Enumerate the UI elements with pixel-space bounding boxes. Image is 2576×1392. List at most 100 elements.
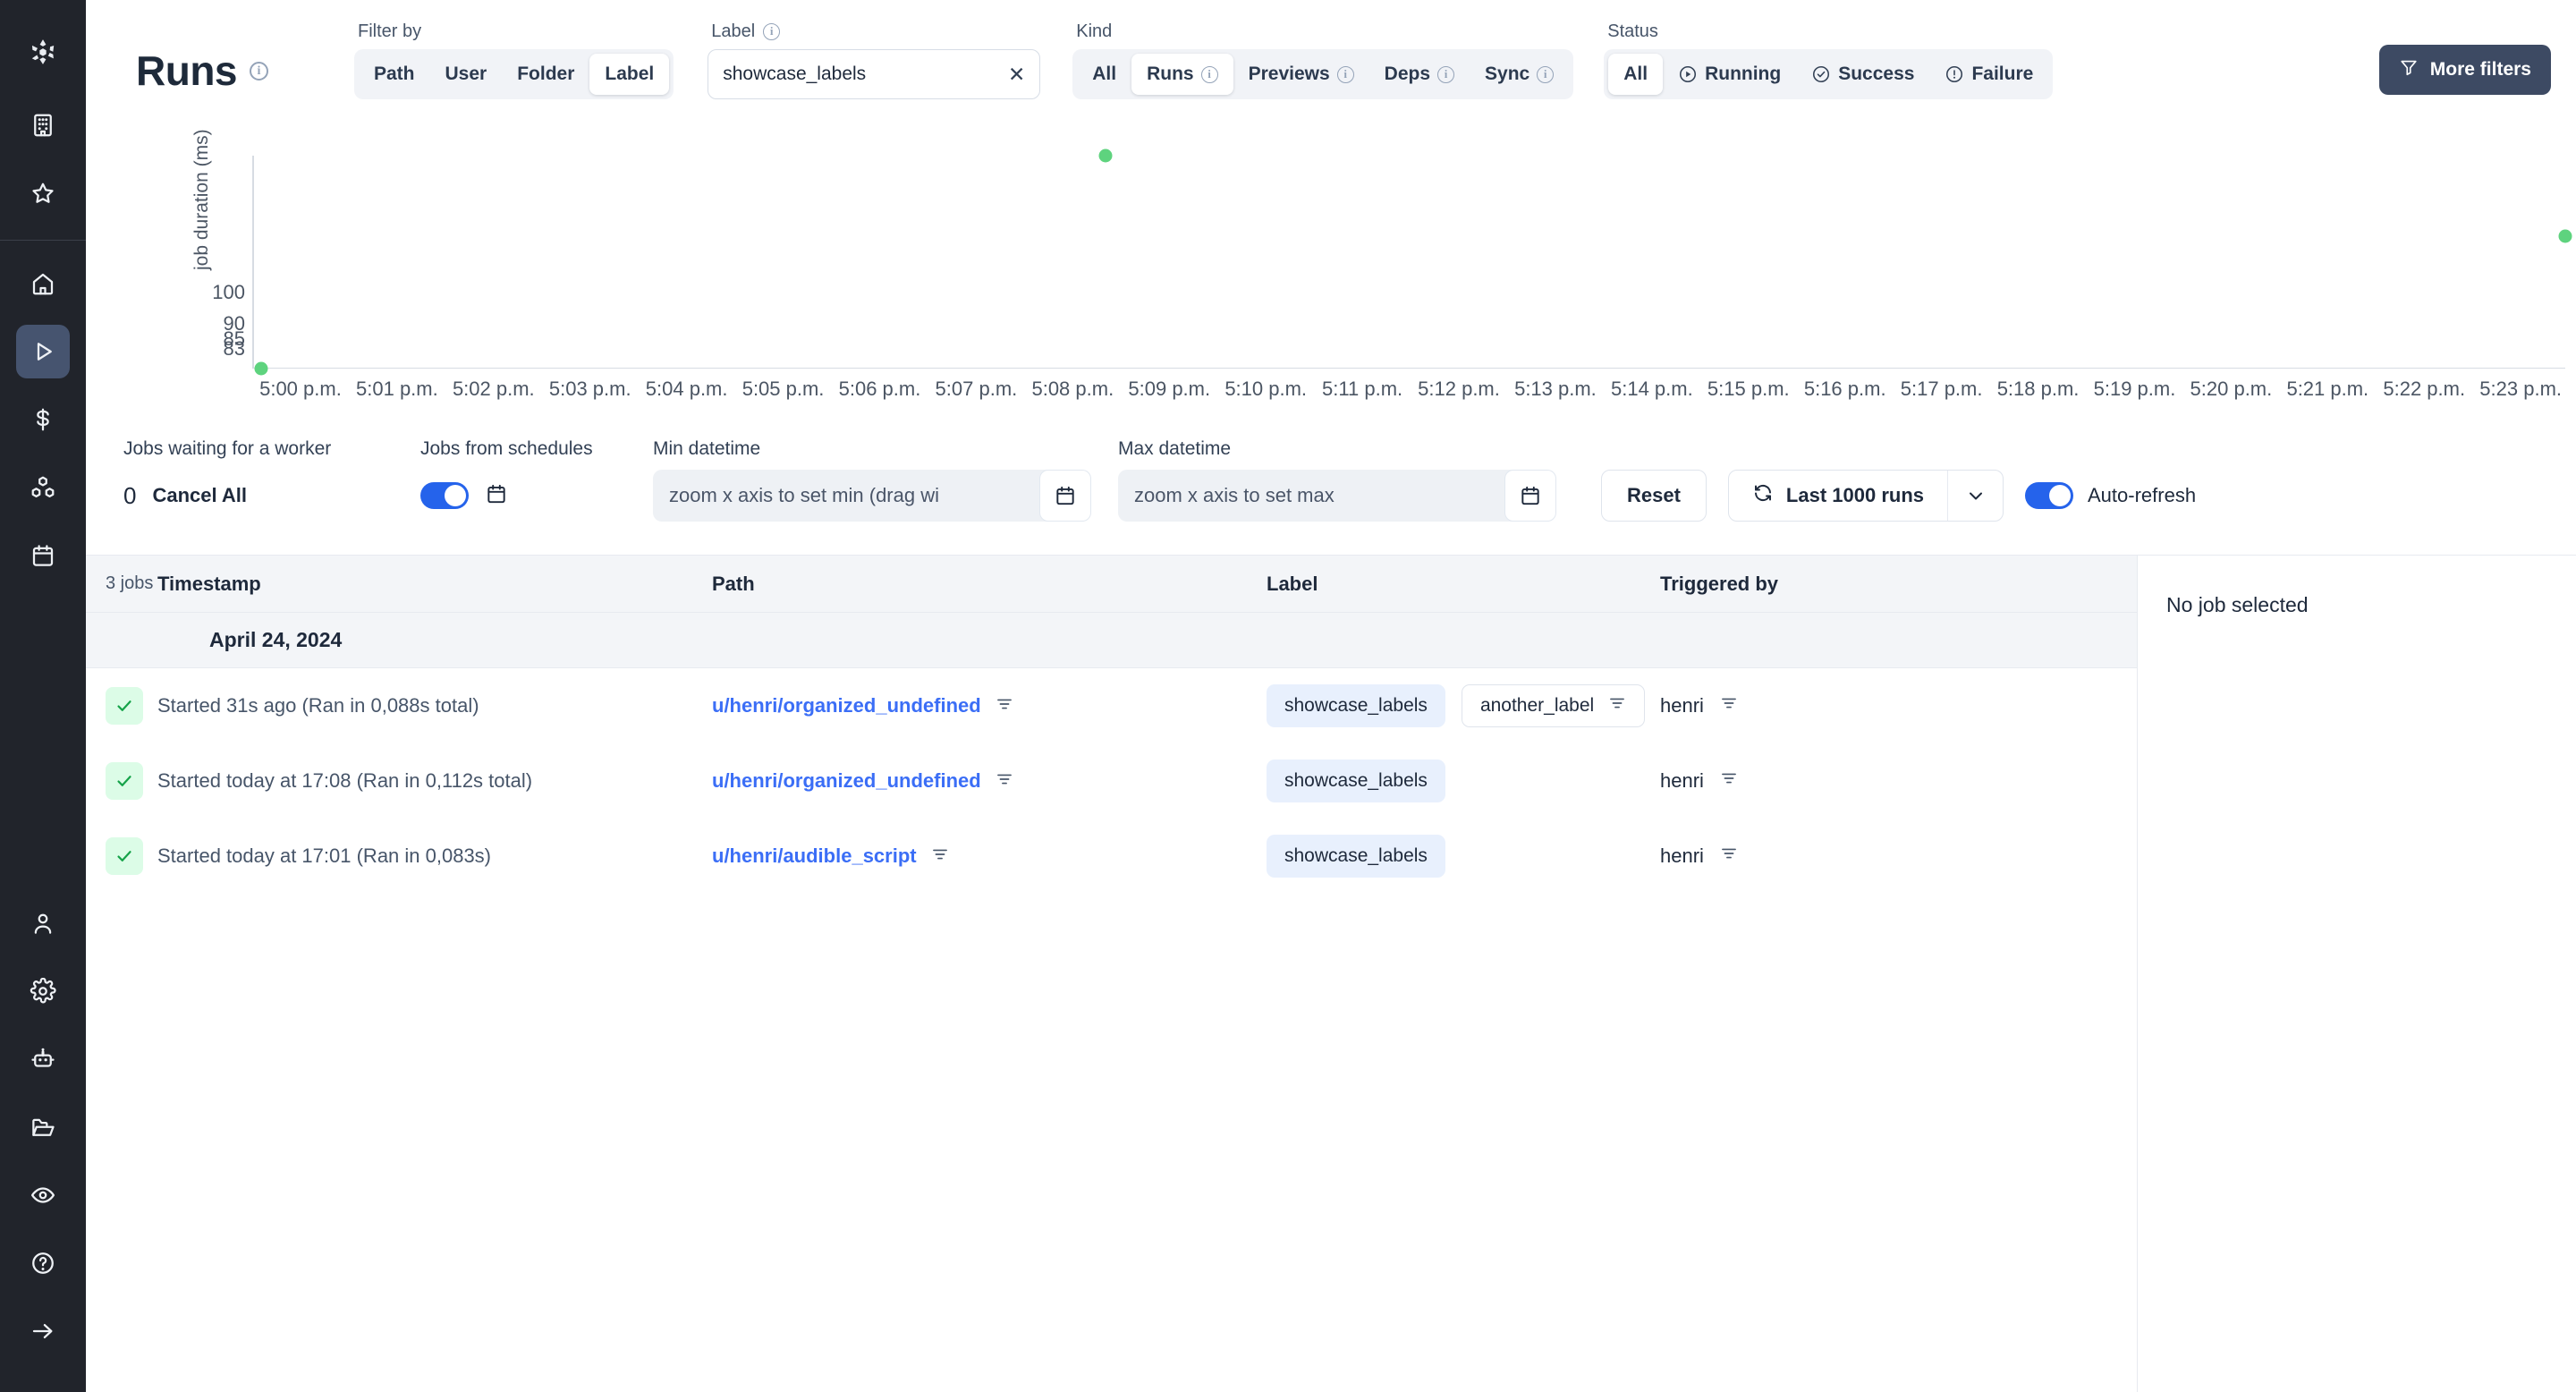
play-circle-icon <box>1678 64 1698 84</box>
runs-chart[interactable]: job duration (ms) 100 90 85 83 5:00 p.m.… <box>86 129 2576 429</box>
col-triggered-by[interactable]: Triggered by <box>1660 572 1779 595</box>
calendar-icon[interactable] <box>485 482 508 510</box>
row-labels: showcase_labels another_label <box>1267 684 1660 727</box>
filter-icon[interactable] <box>1720 694 1738 717</box>
label-search-input[interactable] <box>723 64 1006 85</box>
sidebar-item-settings[interactable] <box>16 964 70 1018</box>
x-tick-14: 5:14 p.m. <box>1611 378 1693 400</box>
kind-segmented[interactable]: All Runs i Previews i Deps i <box>1072 49 1574 99</box>
filter-icon[interactable] <box>1608 694 1626 717</box>
chart-point-1[interactable] <box>1098 149 1113 163</box>
sidebar-item-agents[interactable] <box>16 1032 70 1086</box>
kind-deps-info-icon[interactable]: i <box>1437 65 1455 83</box>
sidebar-item-home[interactable] <box>16 257 70 310</box>
path-link[interactable]: u/henri/audible_script <box>712 845 917 867</box>
sidebar-item-workers[interactable] <box>16 896 70 950</box>
kind-sync[interactable]: Sync i <box>1470 54 1569 95</box>
max-datetime-calendar-icon[interactable] <box>1504 470 1556 522</box>
more-filters-button[interactable]: More filters <box>2378 45 2551 95</box>
alert-circle-icon <box>1945 64 1964 84</box>
close-icon[interactable]: ✕ <box>1006 61 1027 89</box>
main-content: Runs i Filter by Path User Folder Label … <box>86 0 2576 1392</box>
max-datetime-field[interactable]: zoom x axis to set max <box>1118 470 1556 522</box>
app-logo[interactable] <box>0 13 86 91</box>
table-row[interactable]: Started today at 17:08 (Ran in 0,112s to… <box>86 743 2137 819</box>
filter-icon[interactable] <box>996 770 1013 793</box>
sidebar-item-schedules[interactable] <box>16 529 70 582</box>
filter-by-segmented[interactable]: Path User Folder Label <box>354 49 674 99</box>
status-running[interactable]: Running <box>1663 54 1796 95</box>
reset-button[interactable]: Reset <box>1601 470 1707 522</box>
x-tick-13: 5:13 p.m. <box>1514 378 1597 400</box>
chevron-down-icon[interactable] <box>1947 471 2003 521</box>
sidebar-item-billing[interactable] <box>16 393 70 446</box>
sidebar-item-resources[interactable] <box>16 461 70 514</box>
status-success[interactable]: Success <box>1796 54 1929 95</box>
funnel-icon <box>2399 57 2419 82</box>
status-all[interactable]: All <box>1608 54 1664 95</box>
x-tick-2: 5:02 p.m. <box>452 378 535 400</box>
label-chip[interactable]: showcase_labels <box>1267 835 1445 878</box>
jobs-area: 3 jobs Timestamp Path Label Triggered by… <box>86 555 2576 1392</box>
max-datetime-label: Max datetime <box>1118 438 1232 459</box>
label-chip[interactable]: showcase_labels <box>1267 684 1445 727</box>
filter-by-folder[interactable]: Folder <box>502 54 589 95</box>
sidebar-nav-group <box>0 250 86 590</box>
kind-deps[interactable]: Deps i <box>1369 54 1470 95</box>
path-link[interactable]: u/henri/organized_undefined <box>712 769 981 792</box>
kind-previews[interactable]: Previews i <box>1233 54 1369 95</box>
sidebar-item-folders[interactable] <box>16 1100 70 1154</box>
sidebar-item-expand[interactable] <box>16 1304 70 1358</box>
path-link[interactable]: u/henri/organized_undefined <box>712 694 981 717</box>
chart-point-0[interactable] <box>254 361 268 376</box>
min-datetime-calendar-icon[interactable] <box>1039 470 1091 522</box>
filter-by-label[interactable]: Label <box>589 54 670 95</box>
sidebar-item-audit-logs[interactable] <box>16 1168 70 1222</box>
runs-count-label: Last 1000 runs <box>1785 484 1924 506</box>
filter-icon[interactable] <box>1720 769 1738 793</box>
page-title-info-icon[interactable]: i <box>250 61 268 81</box>
col-label[interactable]: Label <box>1267 572 1318 595</box>
jobs-from-schedules-toggle[interactable] <box>420 482 469 509</box>
runs-count-main[interactable]: Last 1000 runs <box>1729 471 1947 521</box>
filter-by-user[interactable]: User <box>430 54 503 95</box>
label-input-wrap[interactable]: ✕ <box>708 49 1041 99</box>
table-row[interactable]: Started 31s ago (Ran in 0,088s total) u/h… <box>86 668 2137 743</box>
filter-by-group: Filter by Path User Folder Label <box>354 9 674 99</box>
label-filter-info-icon[interactable]: i <box>763 23 781 40</box>
kind-all[interactable]: All <box>1077 54 1131 95</box>
min-datetime-placeholder: zoom x axis to set min (drag wi <box>669 484 939 506</box>
runs-count-selector[interactable]: Last 1000 runs <box>1727 470 2004 522</box>
kind-previews-info-icon[interactable]: i <box>1336 65 1354 83</box>
status-running-label: Running <box>1705 64 1782 84</box>
chart-plot-area[interactable] <box>252 149 2572 376</box>
x-tick-12: 5:12 p.m. <box>1418 378 1500 400</box>
table-row[interactable]: Started today at 17:01 (Ran in 0,083s) u/… <box>86 819 2137 894</box>
min-datetime-field[interactable]: zoom x axis to set min (drag wi <box>653 470 1091 522</box>
sidebar-item-favorites[interactable] <box>16 166 70 220</box>
kind-runs[interactable]: Runs i <box>1131 54 1233 95</box>
filter-icon[interactable] <box>931 845 949 868</box>
kind-sync-info-icon[interactable]: i <box>1537 65 1555 83</box>
date-group-header: April 24, 2024 <box>86 613 2137 668</box>
sidebar-item-help[interactable] <box>16 1236 70 1290</box>
sidebar-item-workspace[interactable] <box>16 98 70 152</box>
status-segmented[interactable]: All Running Success <box>1604 49 2054 99</box>
label-filter-group: Label i ✕ <box>708 9 1041 99</box>
filter-by-path[interactable]: Path <box>359 54 430 95</box>
filter-icon[interactable] <box>1720 845 1738 868</box>
label-chip[interactable]: showcase_labels <box>1267 760 1445 802</box>
cancel-all-button[interactable]: Cancel All <box>152 484 248 506</box>
status-failure[interactable]: Failure <box>1929 54 2048 95</box>
status-all-label: All <box>1623 64 1648 84</box>
sidebar-item-runs[interactable] <box>16 325 70 378</box>
label-chip[interactable]: another_label <box>1461 684 1646 727</box>
col-timestamp[interactable]: Timestamp <box>157 572 261 595</box>
chart-point-2[interactable] <box>2558 229 2572 243</box>
auto-refresh-toggle[interactable] <box>2025 482 2073 509</box>
col-path[interactable]: Path <box>712 572 755 595</box>
label-filter-label: Label i <box>708 21 1040 42</box>
filter-icon[interactable] <box>996 695 1013 717</box>
kind-runs-info-icon[interactable]: i <box>1200 65 1218 83</box>
